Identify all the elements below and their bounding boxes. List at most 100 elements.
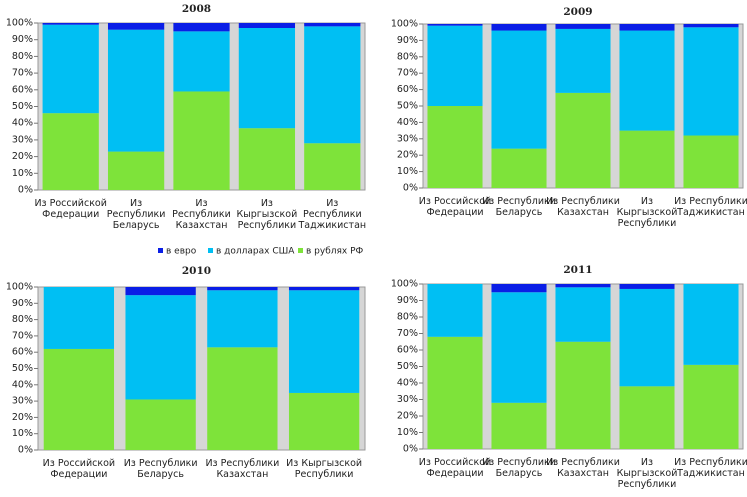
y-tick-label: 10% [397,166,418,177]
bar-segment [427,24,483,26]
chart-title: 2009 [563,6,592,18]
y-tick-label: 60% [397,84,418,95]
legend-label: в долларах США [216,247,295,257]
bar-segment [238,23,296,29]
bar-segment [619,284,675,289]
y-tick-label: 80% [12,51,33,62]
x-tick-label: Из Российской Федерации [419,196,491,218]
y-tick-label: 40% [12,118,33,129]
bar-segment [107,29,165,152]
x-tick-label: Из Кыргызской Республики [237,198,298,231]
y-tick-label: 90% [12,34,33,45]
y-tick-label: 10% [12,428,33,439]
y-tick-label: 40% [12,379,33,390]
x-tick-label: Из Республики Казахстан [546,457,620,479]
bar-segment [125,287,196,296]
y-tick-label: 100% [6,18,33,29]
y-tick-label: 30% [397,394,418,405]
bar-segment [683,27,739,136]
y-tick-label: 100% [391,279,418,290]
bar-segment [683,135,739,188]
bar-segment [238,128,296,190]
bar-segment [491,284,547,293]
y-tick-label: 60% [12,347,33,358]
bar-segment [43,287,115,349]
y-tick-label: 0% [18,445,33,456]
bar-segment [427,25,483,106]
bar-segment [42,24,99,114]
bar-segment [207,290,278,348]
bar-segment [107,151,165,190]
x-tick-label: Из Российской Федерации [43,458,115,480]
bar-segment [173,91,230,190]
y-tick-label: 40% [397,117,418,128]
y-tick-label: 30% [12,396,33,407]
bar-segment [555,284,611,288]
y-tick-label: 0% [18,185,33,196]
y-tick-label: 20% [397,411,418,422]
y-tick-label: 20% [12,151,33,162]
bar-segment [427,106,483,188]
bar-segment [619,288,675,387]
x-tick-label: Из Республики Таджикистан [674,196,747,218]
bar-segment [555,92,611,188]
bar-segment [207,287,278,291]
y-tick-label: 90% [12,298,33,309]
bar-segment [42,23,99,25]
x-tick-label: Из Республики Таджикистан [674,457,747,479]
bar-segment [619,386,675,449]
bar-segment [555,28,611,93]
y-tick-label: 50% [397,101,418,112]
x-tick-label: Из Республики Казахстан [172,198,231,231]
legend-swatch [208,248,213,253]
y-tick-label: 70% [397,68,418,79]
x-tick-label: Из Кыргызской Республики [617,457,678,490]
legend-swatch [298,248,303,253]
x-tick-label: Из Кыргызской Республики [286,458,362,480]
chart-title: 2008 [182,3,211,15]
x-tick-label: Из Республики Таджикистан [297,198,366,231]
bar-segment [619,30,675,131]
x-tick-label: Из Республики Беларусь [482,196,556,218]
bar-segment [125,399,196,450]
y-tick-label: 30% [12,134,33,145]
y-tick-label: 70% [397,328,418,339]
y-tick-label: 70% [12,330,33,341]
bar-segment [107,23,165,30]
bar-segment [304,26,361,144]
x-tick-label: Из Республики Казахстан [546,196,620,218]
bar-segment [555,341,611,449]
y-tick-label: 50% [397,361,418,372]
y-tick-label: 20% [397,150,418,161]
x-tick-label: Из Республики Беларусь [124,458,198,480]
y-tick-label: 10% [397,427,418,438]
legend-swatch [158,248,163,253]
y-tick-label: 90% [397,35,418,46]
y-tick-label: 100% [391,19,418,30]
x-tick-label: Из Республики Беларусь [107,198,166,231]
y-tick-label: 10% [12,168,33,179]
bar-segment [238,28,296,129]
bar-segment [491,24,547,31]
bar-segment [42,113,99,190]
bar-segment [207,347,278,450]
bar-segment [555,287,611,342]
bar-segment [683,24,739,28]
y-tick-label: 80% [397,312,418,323]
x-tick-label: Из Российской Федерации [34,198,106,220]
bar-segment [683,284,739,365]
bar-segment [619,130,675,188]
bar-segment [125,295,196,400]
bar-segment [491,402,547,449]
chart-title: 2010 [182,265,211,277]
bar-segment [304,143,361,190]
y-tick-label: 30% [397,133,418,144]
bar-segment [288,287,360,291]
bar-segment [491,30,547,149]
legend-label: в рублях РФ [306,247,364,257]
bar-segment [619,24,675,31]
bar-segment [173,23,230,32]
y-tick-label: 0% [403,444,418,455]
